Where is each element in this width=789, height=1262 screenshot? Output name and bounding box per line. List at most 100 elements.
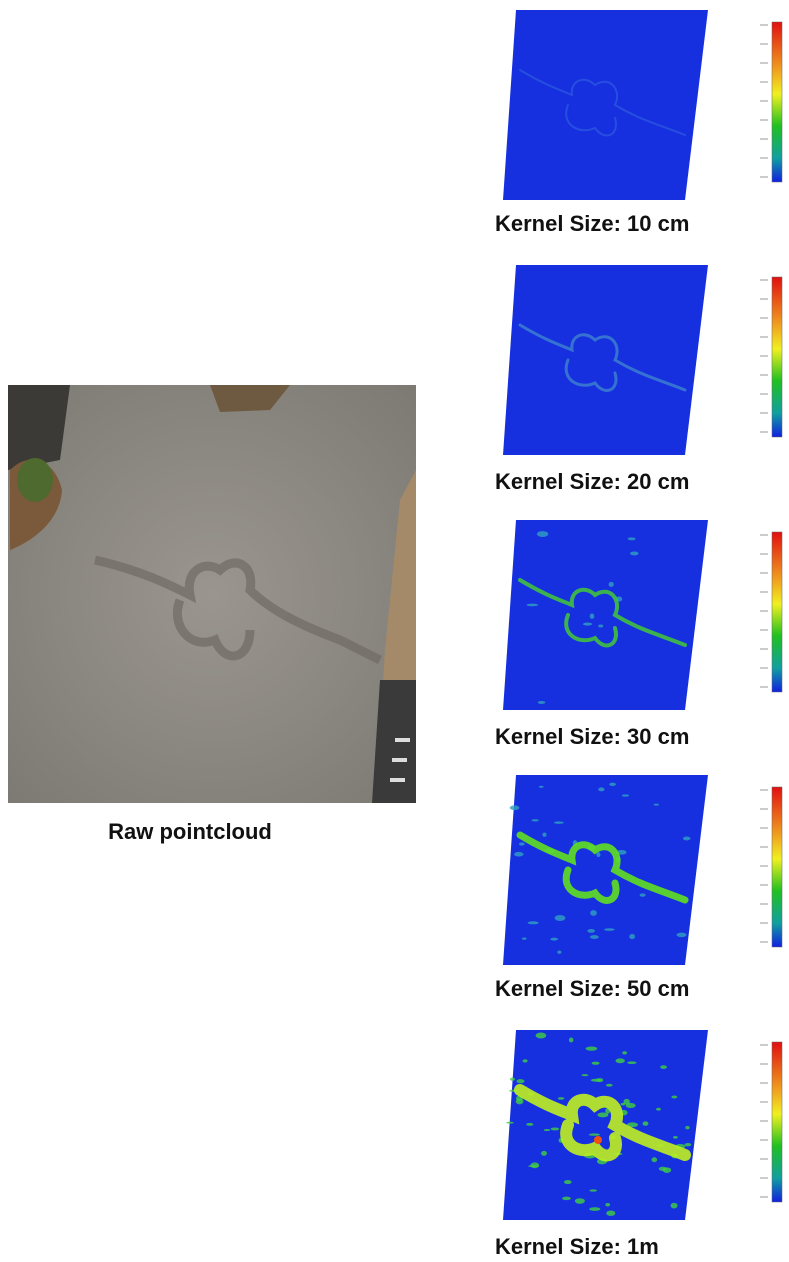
kernel-panel: Kernel Size: 50 cm [495, 775, 782, 1001]
speckle [587, 929, 595, 933]
speckle [544, 1129, 551, 1131]
speckle [606, 1084, 613, 1087]
speckle [676, 933, 686, 938]
speckle [541, 1151, 547, 1156]
speckle [558, 1097, 565, 1100]
colorbar-ticks [760, 280, 768, 432]
speckle [557, 950, 561, 953]
speckle [514, 852, 523, 857]
colorbar [772, 22, 782, 182]
speckle [550, 938, 558, 941]
panel-caption: Kernel Size: 10 cm [495, 211, 689, 236]
speckle [622, 794, 629, 796]
density-map [503, 10, 708, 200]
speckle [622, 1051, 627, 1054]
speckle [654, 804, 659, 806]
speckle [671, 1096, 677, 1099]
speckle [660, 1065, 667, 1069]
panel-caption: Kernel Size: 20 cm [495, 469, 689, 494]
speckle [590, 935, 599, 939]
speckle [589, 1207, 600, 1211]
density-map [503, 265, 708, 455]
speckle [510, 805, 520, 810]
speckle [656, 1108, 661, 1111]
speckle [538, 701, 546, 704]
speckle [569, 1037, 573, 1042]
speckle [517, 1079, 525, 1083]
speckle [596, 852, 600, 857]
colorbar [772, 277, 782, 437]
density-map [503, 775, 708, 965]
colorbar [772, 532, 782, 692]
speckle [575, 1198, 585, 1204]
kernel-panel: Kernel Size: 20 cm [495, 265, 782, 494]
speckle [510, 1078, 515, 1081]
speckle [562, 1197, 571, 1201]
speckle [581, 1074, 588, 1076]
speckle [598, 787, 604, 791]
speckle [643, 1121, 649, 1126]
speckle [628, 537, 636, 540]
speckle [685, 1143, 692, 1146]
panel-caption: Kernel Size: 1m [495, 1234, 659, 1259]
hotspot [594, 1136, 602, 1144]
speckle [551, 1128, 560, 1131]
density-map [503, 520, 708, 710]
speckle [590, 613, 595, 619]
speckle [609, 783, 616, 786]
kernel-panel: Kernel Size: 10 cm [495, 10, 782, 236]
speckle [586, 1046, 598, 1050]
speckle [527, 604, 539, 607]
speckle [536, 1033, 547, 1039]
speckle [564, 1180, 572, 1184]
speckle [598, 624, 603, 627]
speckle [630, 551, 638, 555]
speckle [531, 819, 539, 821]
speckle [604, 928, 615, 931]
speckle [615, 1058, 624, 1063]
speckle [537, 531, 549, 537]
kernel-panels: Kernel Size: 10 cm Kernel Size: 20 cm Kern… [495, 10, 782, 1259]
speckle [606, 1211, 615, 1216]
speckle [597, 1112, 608, 1117]
speckle [685, 1126, 689, 1130]
speckle [526, 1123, 533, 1126]
colorbar [772, 1042, 782, 1202]
speckle [673, 1136, 678, 1139]
speckle [627, 1061, 636, 1064]
speckle [671, 1203, 678, 1209]
colorbar [772, 787, 782, 947]
panel-caption: Kernel Size: 30 cm [495, 724, 689, 749]
speckle [522, 937, 527, 939]
panel-caption: Kernel Size: 50 cm [495, 976, 689, 1001]
speckle [506, 1122, 514, 1124]
speckle [530, 1162, 539, 1168]
speckle [629, 934, 635, 939]
speckle [589, 1189, 597, 1191]
colorbar-ticks [760, 1045, 768, 1197]
speckle [640, 893, 646, 896]
speckle [609, 582, 614, 587]
speckle [539, 786, 544, 788]
speckle [591, 1079, 601, 1082]
speckle [652, 1157, 658, 1162]
speckle [519, 842, 525, 845]
speckle [583, 622, 592, 625]
speckle [589, 1133, 600, 1135]
kernel-panel: Kernel Size: 30 cm [495, 520, 782, 749]
colorbar-ticks [760, 790, 768, 942]
speckle [590, 910, 597, 916]
figure: Raw pointcloud Kernel Size: 10 cmKernel … [0, 0, 789, 1262]
raw-pointcloud-image [8, 385, 416, 803]
speckle [542, 833, 546, 837]
speckle [523, 1059, 528, 1062]
raw-caption: Raw pointcloud [108, 819, 272, 844]
kernel-panel: Kernel Size: 1m [495, 1030, 782, 1259]
speckle [683, 836, 691, 840]
speckle [554, 821, 564, 824]
speckle [605, 1203, 610, 1206]
density-map [503, 1030, 708, 1220]
colorbar-ticks [760, 25, 768, 177]
colorbar-ticks [760, 535, 768, 687]
speckle [663, 1167, 672, 1173]
